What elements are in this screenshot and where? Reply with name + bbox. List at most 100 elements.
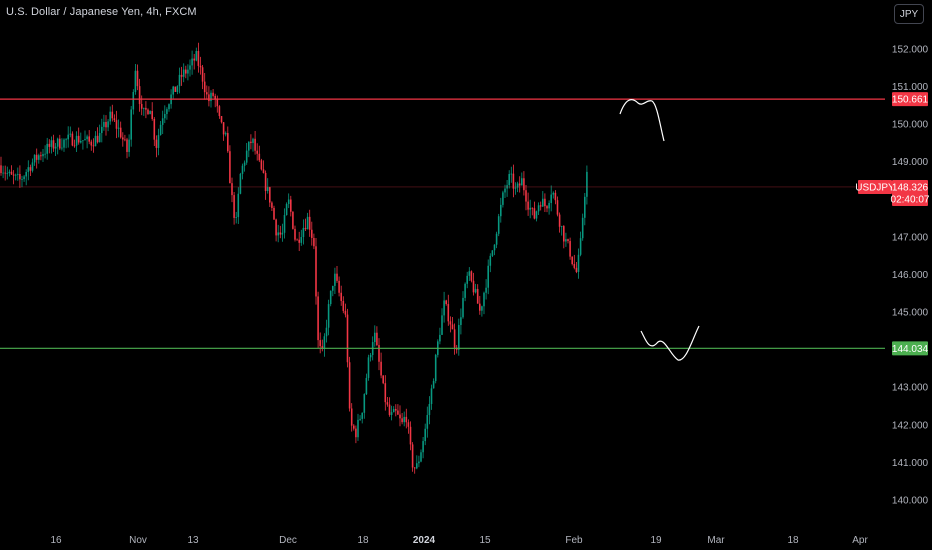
time-axis[interactable]: 16 Nov 13 Dec 18 2024 15 Feb 19 Mar 18 Apr [50, 535, 868, 546]
candle-body [157, 135, 160, 148]
candle-body [558, 214, 561, 227]
candle-body [168, 104, 170, 110]
candle-body [88, 136, 90, 142]
candle-body [308, 216, 311, 230]
candle-body [90, 141, 93, 146]
candle-body [33, 154, 36, 163]
candle-body [31, 162, 34, 171]
candle-body [96, 135, 99, 143]
y-tick-label: 146.000 [892, 270, 929, 281]
y-tick-label: 152.000 [892, 44, 929, 55]
candle-body [476, 288, 479, 304]
candle-body [279, 232, 282, 235]
x-tick-label: 15 [479, 535, 491, 546]
candle-body [539, 205, 542, 207]
candle-body [374, 332, 376, 343]
candle-body [336, 273, 338, 281]
y-tick-label: 145.000 [892, 308, 929, 319]
candle-body [227, 133, 229, 152]
candle-body [128, 139, 130, 152]
candle-body [243, 162, 246, 166]
currency-button[interactable]: JPY [894, 4, 924, 24]
candle-body [176, 86, 179, 92]
candle-body [319, 340, 321, 347]
levels-layer [0, 98, 885, 349]
price-axis[interactable]: 140.000 141.000 142.000 143.000 145.000 146.0… [892, 44, 929, 506]
candle-body [504, 188, 506, 193]
candle-body [369, 354, 372, 358]
candle-body [143, 107, 145, 109]
candle-body [54, 146, 57, 149]
candle-body [353, 425, 355, 429]
candle-body [342, 300, 345, 311]
candle-body [523, 178, 525, 191]
candle-body [262, 169, 265, 173]
y-tick-label: 140.000 [892, 496, 929, 507]
x-tick-label: Mar [707, 535, 725, 546]
level-price-label: 144.034 [892, 344, 929, 355]
candle-body [126, 139, 128, 152]
candle-body [395, 409, 397, 411]
candle-body [292, 211, 294, 229]
candle-body [573, 264, 576, 268]
candle-body [544, 198, 546, 207]
candle-body [468, 271, 471, 276]
candle-body [10, 171, 13, 175]
x-tick-label: Nov [129, 535, 147, 546]
candle-body [500, 204, 502, 217]
candle-body [531, 207, 534, 209]
candle-body [42, 154, 44, 157]
candle-body [8, 171, 11, 174]
candle-body [581, 217, 584, 239]
candle-body [52, 140, 55, 149]
candle-body [203, 81, 206, 93]
candle-body [266, 187, 269, 191]
candle-body [201, 67, 204, 82]
candle-body [346, 314, 349, 363]
countdown-label: 02:40:07 [891, 194, 930, 205]
symbol-tag [858, 179, 892, 194]
candle-body [552, 192, 555, 195]
candle-body [466, 275, 468, 284]
candle-body [338, 280, 340, 293]
candle-body [283, 215, 286, 233]
candle-body [233, 195, 235, 218]
candle-body [149, 111, 151, 115]
candle-body [382, 375, 384, 384]
candle-body [485, 287, 487, 293]
candle-body [113, 118, 116, 121]
x-tick-label: Apr [852, 535, 868, 546]
level-price-tag [892, 341, 928, 356]
candle-body [145, 107, 147, 110]
candle-body [248, 141, 250, 151]
candle-body [260, 160, 263, 170]
x-tick-label: 19 [650, 535, 662, 546]
candle-body [464, 283, 466, 298]
candle-body [48, 143, 51, 147]
candle-body [365, 377, 368, 395]
candle-body [197, 51, 200, 66]
candle-body [298, 239, 300, 243]
candle-body [178, 74, 181, 87]
candle-body [542, 198, 544, 207]
candle-body [229, 151, 231, 184]
candle-body [521, 178, 523, 186]
candle-body [109, 111, 111, 122]
candle-body [453, 329, 456, 348]
candle-body [19, 174, 21, 180]
candle-body [23, 176, 25, 180]
candle-body [218, 106, 221, 117]
candle-body [390, 412, 393, 415]
candle-body [287, 199, 290, 204]
candle-body [584, 196, 586, 218]
candle-body [537, 205, 540, 212]
candle-body [153, 118, 156, 140]
candle-body [357, 419, 359, 438]
candle-body [474, 288, 477, 293]
candle-body [237, 193, 240, 218]
candle-body [348, 362, 351, 409]
candle-body [546, 206, 548, 209]
candle-body [252, 138, 254, 144]
